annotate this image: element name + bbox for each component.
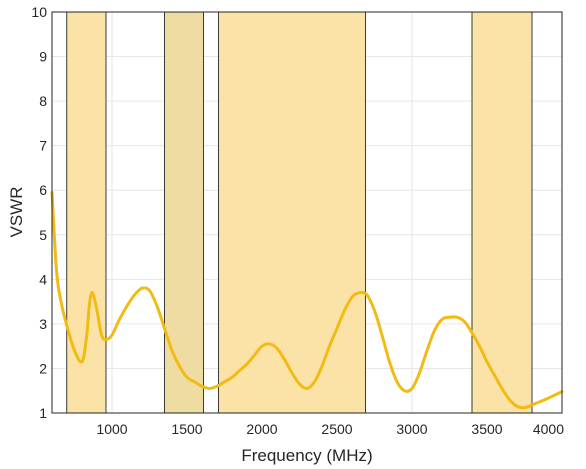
frequency-band-1 — [164, 11, 204, 414]
vswr-series-line-0 — [50, 190, 564, 410]
frequency-band-2 — [218, 11, 366, 414]
x-tick-label-2500: 2500 — [321, 421, 352, 437]
x-tick-label-2000: 2000 — [246, 421, 277, 437]
y-tick-label-7: 7 — [39, 138, 47, 154]
y-tick-label-5: 5 — [39, 227, 47, 243]
y-tick-label-1: 1 — [39, 405, 47, 421]
frequency-band-3 — [471, 11, 533, 414]
y-tick-label-3: 3 — [39, 316, 47, 332]
plot-frame — [51, 11, 563, 414]
y-tick-label-2: 2 — [39, 360, 47, 376]
x-tick-label-4000: 4000 — [533, 421, 564, 437]
x-tick-label-3500: 3500 — [471, 421, 502, 437]
y-tick-label-8: 8 — [39, 93, 47, 109]
y-tick-label-4: 4 — [39, 271, 47, 287]
series — [50, 190, 564, 410]
y-axis-label: VSWR — [7, 187, 26, 238]
x-tick-label-1000: 1000 — [96, 421, 127, 437]
y-tick-labels: 1 2 3 4 5 6 7 8 9 10 — [31, 4, 47, 421]
y-tick-label-9: 9 — [39, 49, 47, 65]
frequency-band-0 — [66, 11, 107, 414]
y-tick-label-6: 6 — [39, 182, 47, 198]
x-tick-labels: 1000 1500 2000 2500 3000 3500 4000 — [96, 421, 564, 437]
x-tick-label-1500: 1500 — [171, 421, 202, 437]
y-tick-label-10: 10 — [31, 4, 47, 20]
x-axis-label: Frequency (MHz) — [241, 446, 372, 465]
x-tick-label-3000: 3000 — [396, 421, 427, 437]
